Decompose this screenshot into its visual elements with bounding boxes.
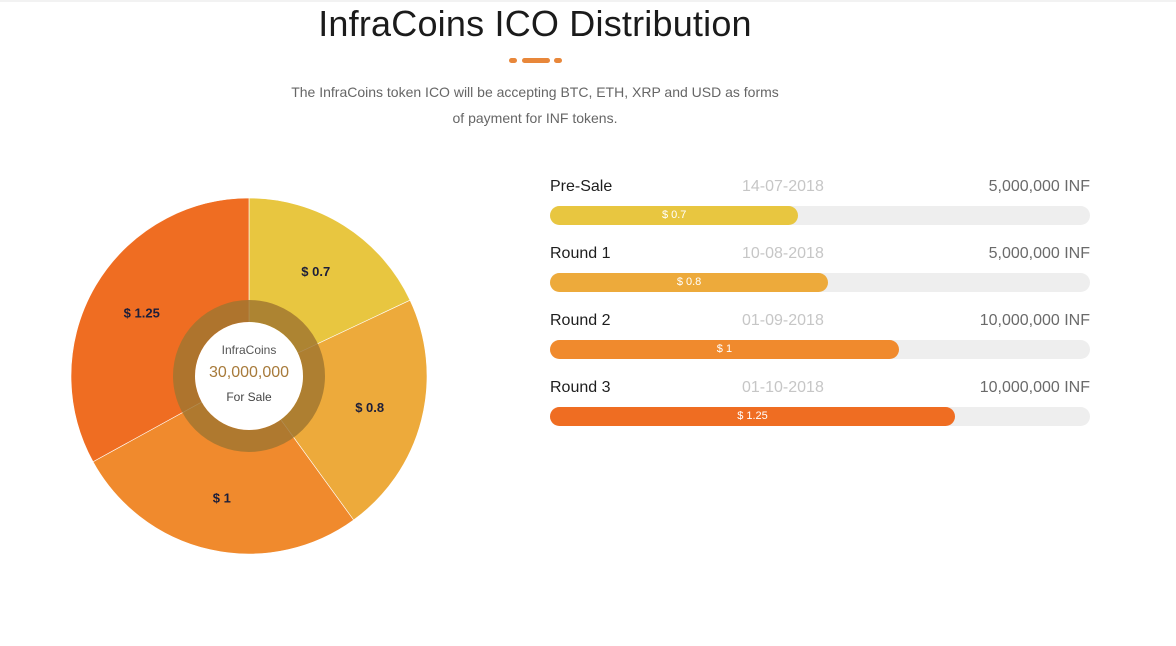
round-name: Round 2 bbox=[550, 312, 611, 329]
round-token-amount: 5,000,000 INF bbox=[988, 178, 1090, 195]
progress-fill: $ 1 bbox=[550, 340, 899, 359]
round-header: Round 1 10-08-2018 5,000,000 INF bbox=[550, 245, 1090, 271]
donut-slice-label: $ 0.7 bbox=[301, 264, 330, 279]
progress-track: $ 1.25 bbox=[550, 407, 1090, 426]
donut-slice-label: $ 1 bbox=[213, 491, 231, 506]
round-name: Round 3 bbox=[550, 379, 611, 396]
round-header: Round 2 01-09-2018 10,000,000 INF bbox=[550, 312, 1090, 338]
round-date: 14-07-2018 bbox=[742, 178, 824, 195]
round-token-amount: 10,000,000 INF bbox=[979, 312, 1090, 329]
round-date: 10-08-2018 bbox=[742, 245, 824, 262]
donut-slice bbox=[92, 375, 355, 555]
donut-center-title: InfraCoins bbox=[221, 343, 277, 357]
round-name: Round 1 bbox=[550, 245, 611, 262]
progress-track: $ 0.8 bbox=[550, 273, 1090, 292]
subtitle-line-2: of payment for INF tokens. bbox=[452, 110, 618, 126]
page-subtitle: The InfraCoins token ICO will be accepti… bbox=[280, 79, 790, 131]
round-date: 01-10-2018 bbox=[742, 379, 824, 396]
progress-track: $ 0.7 bbox=[550, 206, 1090, 225]
round-item-round-3: Round 3 01-10-2018 10,000,000 INF $ 1.25 bbox=[550, 379, 1090, 446]
donut-center-value: 30,000,000 bbox=[208, 364, 290, 381]
progress-fill: $ 1.25 bbox=[550, 407, 955, 426]
round-item-round-2: Round 2 01-09-2018 10,000,000 INF $ 1 bbox=[550, 312, 1090, 379]
round-name: Pre-Sale bbox=[550, 178, 613, 195]
divider-dot-left bbox=[509, 58, 517, 63]
progress-fill: $ 0.7 bbox=[550, 206, 799, 225]
sale-rounds-list: Pre-Sale 14-07-2018 5,000,000 INF $ 0.7 … bbox=[550, 178, 1090, 446]
donut-inner-ring bbox=[173, 300, 325, 452]
round-item-round-1: Round 1 10-08-2018 5,000,000 INF $ 0.8 bbox=[550, 245, 1090, 312]
donut-slice-label: $ 1.25 bbox=[124, 306, 160, 321]
round-header: Round 3 01-10-2018 10,000,000 INF bbox=[550, 379, 1090, 405]
donut-hole bbox=[195, 322, 303, 430]
donut-slice-label: $ 0.8 bbox=[355, 400, 384, 415]
round-date: 01-09-2018 bbox=[742, 312, 824, 329]
page-title: InfraCoins ICO Distribution bbox=[318, 3, 752, 44]
top-border bbox=[0, 0, 1176, 2]
distribution-donut-chart: $ 0.7 $ 0.8 $ 1 $ 1.25 bbox=[70, 197, 428, 555]
progress-track: $ 1 bbox=[550, 340, 1090, 359]
progress-fill: $ 0.8 bbox=[550, 273, 829, 292]
divider-dash-center bbox=[522, 58, 550, 63]
round-token-amount: 5,000,000 INF bbox=[988, 245, 1090, 262]
round-token-amount: 10,000,000 INF bbox=[979, 379, 1090, 396]
donut-center-caption: For Sale bbox=[226, 390, 272, 404]
round-item-presale: Pre-Sale 14-07-2018 5,000,000 INF $ 0.7 bbox=[550, 178, 1090, 245]
subtitle-line-1: The InfraCoins token ICO will be accepti… bbox=[291, 84, 779, 100]
round-header: Pre-Sale 14-07-2018 5,000,000 INF bbox=[550, 178, 1090, 204]
divider-dot-right bbox=[554, 58, 562, 63]
